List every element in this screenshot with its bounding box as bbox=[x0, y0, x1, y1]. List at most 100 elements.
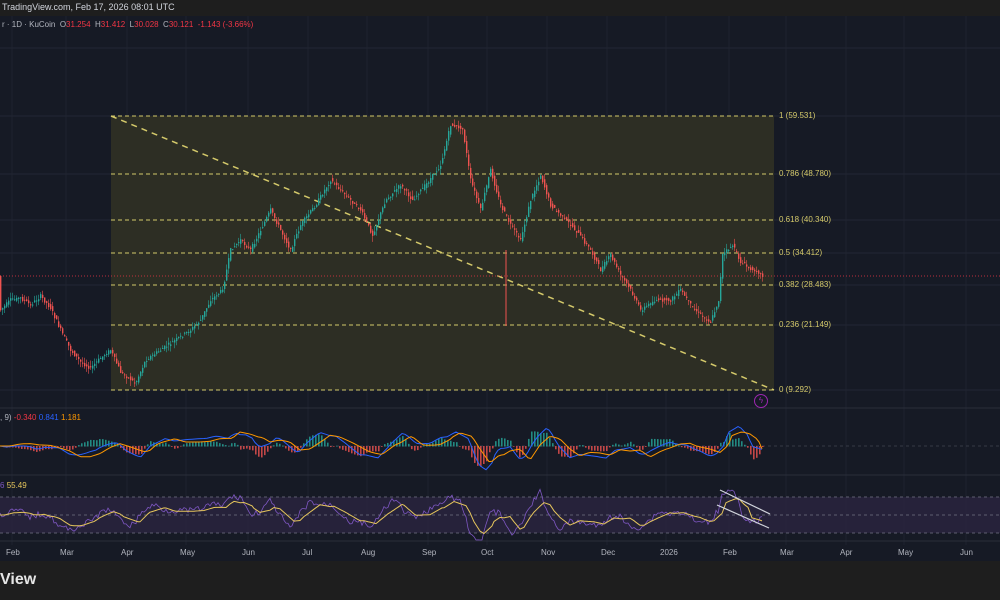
candle-body bbox=[628, 283, 630, 288]
candle-body bbox=[154, 354, 156, 357]
candle-body bbox=[510, 219, 512, 224]
candle-body bbox=[284, 234, 286, 240]
macd-histogram-bar bbox=[489, 446, 491, 453]
candle-body bbox=[656, 300, 658, 302]
candle-body bbox=[86, 364, 88, 367]
rsi-ma-value: 55.49 bbox=[6, 481, 27, 490]
candle-body bbox=[226, 269, 228, 281]
candle-body bbox=[236, 243, 238, 246]
candle-body bbox=[678, 290, 680, 296]
macd-histogram-bar bbox=[192, 442, 194, 447]
candle-body bbox=[382, 207, 384, 213]
candle-body bbox=[480, 203, 482, 209]
candle-body bbox=[694, 308, 696, 310]
candle-body bbox=[348, 196, 350, 198]
candle-body bbox=[614, 258, 616, 262]
candle-body bbox=[560, 213, 562, 216]
candle-body bbox=[156, 351, 158, 354]
fib-level-label: 0.236 (21.149) bbox=[779, 320, 832, 329]
candle-body bbox=[522, 232, 524, 242]
macd-histogram-bar bbox=[729, 432, 731, 447]
candle-body bbox=[74, 350, 76, 357]
time-axis-label: Jun bbox=[960, 548, 973, 557]
candle-body bbox=[330, 181, 332, 185]
candle-body bbox=[216, 295, 218, 297]
macd-histogram-bar bbox=[357, 446, 359, 456]
macd-histogram-bar bbox=[495, 441, 497, 447]
open-label: O bbox=[59, 20, 67, 29]
candle-body bbox=[552, 203, 554, 209]
candle-body bbox=[316, 204, 318, 207]
macd-histogram-bar bbox=[318, 434, 320, 447]
macd-histogram-bar bbox=[756, 446, 758, 458]
candle-body bbox=[546, 185, 548, 195]
macd-histogram-bar bbox=[525, 446, 527, 449]
candle-body bbox=[110, 350, 112, 354]
candle-body bbox=[586, 242, 588, 244]
candle-body bbox=[90, 366, 92, 368]
macd-histogram-bar bbox=[507, 440, 509, 447]
macd-histogram-bar bbox=[615, 443, 617, 447]
macd-histogram-bar bbox=[633, 444, 635, 447]
chart-canvas[interactable] bbox=[0, 0, 1000, 561]
macd-histogram-bar bbox=[210, 441, 212, 447]
candle-body bbox=[60, 325, 62, 329]
candle-body bbox=[704, 317, 706, 319]
candle-body bbox=[634, 295, 636, 299]
candle-body bbox=[508, 218, 510, 222]
candle-body bbox=[404, 189, 406, 191]
candle-body bbox=[514, 228, 516, 230]
macd-histogram-bar bbox=[315, 434, 317, 447]
macd-histogram-bar bbox=[111, 441, 113, 447]
candle-body bbox=[398, 185, 400, 189]
candle-body bbox=[208, 304, 210, 308]
candle-body bbox=[248, 246, 250, 248]
candle-body bbox=[356, 204, 358, 206]
candle-body bbox=[388, 197, 390, 199]
candle-body bbox=[78, 356, 80, 360]
candle-body bbox=[108, 350, 110, 355]
candle-body bbox=[314, 207, 316, 209]
candle-body bbox=[490, 168, 492, 177]
candle-body bbox=[444, 149, 446, 156]
macd-signal-line bbox=[0, 431, 763, 463]
candle-body bbox=[470, 167, 472, 179]
candle-body bbox=[376, 224, 378, 231]
candle-body bbox=[676, 293, 678, 296]
macd-histogram-bar bbox=[243, 446, 245, 450]
macd-histogram-bar bbox=[612, 444, 614, 447]
candle-body bbox=[100, 358, 102, 360]
candle-body bbox=[666, 298, 668, 301]
candle-body bbox=[690, 301, 692, 304]
macd-histogram-bar bbox=[720, 442, 722, 447]
candle-body bbox=[506, 214, 508, 216]
lightning-icon[interactable]: ϟ bbox=[754, 394, 768, 408]
macd-histogram-bar bbox=[150, 441, 152, 447]
macd-histogram-bar bbox=[678, 445, 680, 447]
candle-body bbox=[530, 200, 532, 210]
candle-body bbox=[456, 125, 458, 127]
macd-histogram-bar bbox=[393, 440, 395, 447]
macd-histogram-bar bbox=[582, 445, 584, 447]
candle-body bbox=[502, 205, 504, 211]
macd-histogram-bar bbox=[504, 438, 506, 447]
candle-body bbox=[352, 200, 354, 204]
candle-body bbox=[24, 299, 26, 301]
macd-histogram-bar bbox=[294, 446, 296, 453]
candle-body bbox=[468, 154, 470, 166]
candle-body bbox=[222, 289, 224, 292]
fib-level-label: 0 (9.292) bbox=[779, 385, 812, 394]
rsi-channel-lower bbox=[716, 504, 770, 529]
macd-histogram-bar bbox=[717, 446, 719, 449]
candle-body bbox=[54, 313, 56, 319]
candle-body bbox=[598, 260, 600, 265]
macd-histogram-bar bbox=[648, 442, 650, 447]
time-axis-label: Sep bbox=[422, 548, 437, 557]
candle-body bbox=[238, 242, 240, 244]
macd-histogram-bar bbox=[273, 445, 275, 447]
macd-histogram-bar bbox=[282, 445, 284, 447]
candle-body bbox=[242, 240, 244, 242]
candle-body bbox=[276, 219, 278, 224]
macd-histogram-bar bbox=[237, 444, 239, 447]
rsi-channel-upper bbox=[719, 489, 771, 515]
